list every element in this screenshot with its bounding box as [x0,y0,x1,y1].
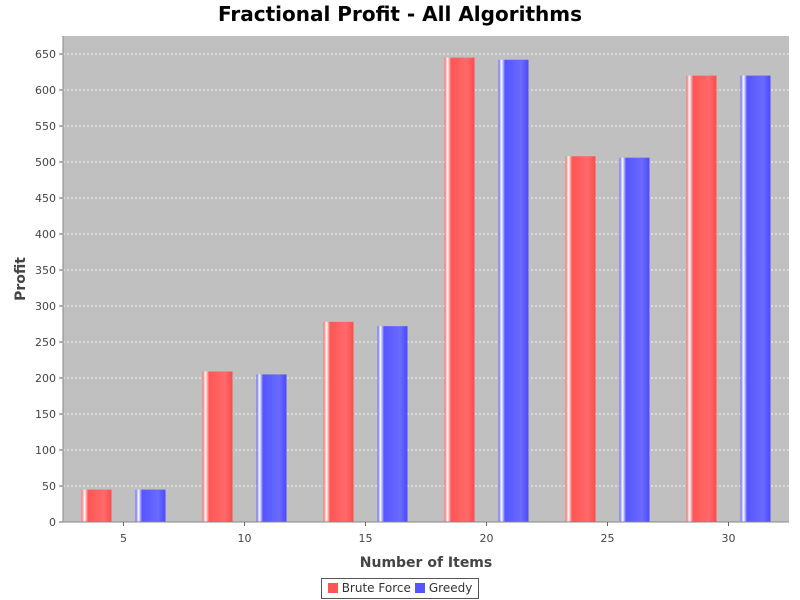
legend-item: Brute Force [327,581,411,595]
y-tick-label: 50 [42,480,56,493]
bar-greedy-30 [740,75,771,522]
y-axis-label: Profit [13,257,29,301]
x-axis-label: Number of Items [360,555,492,571]
bar-greedy-15 [377,326,408,522]
bar-brute-force-5 [81,489,112,522]
legend-label: Greedy [428,581,473,595]
y-tick-label: 450 [35,192,56,205]
y-tick-label: 400 [35,228,56,241]
grid-lines [63,53,789,487]
chart-title: Fractional Profit - All Algorithms [218,2,582,26]
x-tick-label: 5 [120,532,127,545]
bar-brute-force-20 [444,57,475,522]
bars [81,57,771,523]
axes: 0 50 100 150 200 250 300 350 400 450 500 550 600 650 5… [35,36,789,545]
x-tick-label: 25 [601,532,615,545]
x-tick-label: 20 [480,532,494,545]
y-tick-label: 350 [35,264,56,277]
y-tick-label: 550 [35,120,56,133]
y-tick-label: 500 [35,156,56,169]
y-tick-label: 200 [35,372,56,385]
legend-box: Brute Force Greedy [320,578,480,599]
legend-item: Greedy [414,581,473,595]
y-tick-label: 0 [49,516,56,529]
y-tick-label: 300 [35,300,56,313]
y-tick-label: 650 [35,48,56,61]
x-tick-label: 30 [722,532,736,545]
bar-greedy-25 [619,157,650,522]
y-tick-label: 150 [35,408,56,421]
bar-brute-force-25 [565,156,596,523]
bar-greedy-5 [135,489,166,522]
legend: Brute Force Greedy [0,577,800,599]
legend-label: Brute Force [341,581,411,595]
plot-area [63,36,789,522]
legend-swatch [327,583,338,593]
y-tick-label: 100 [35,444,56,457]
bar-brute-force-15 [323,321,354,522]
y-tick-label: 600 [35,84,56,97]
bar-greedy-20 [498,59,529,522]
legend-swatch [414,583,425,593]
x-tick-label: 15 [359,532,373,545]
y-tick-label: 250 [35,336,56,349]
bar-brute-force-10 [202,371,233,522]
bar-greedy-10 [256,374,287,522]
bar-brute-force-30 [686,75,717,522]
x-tick-label: 10 [238,532,252,545]
